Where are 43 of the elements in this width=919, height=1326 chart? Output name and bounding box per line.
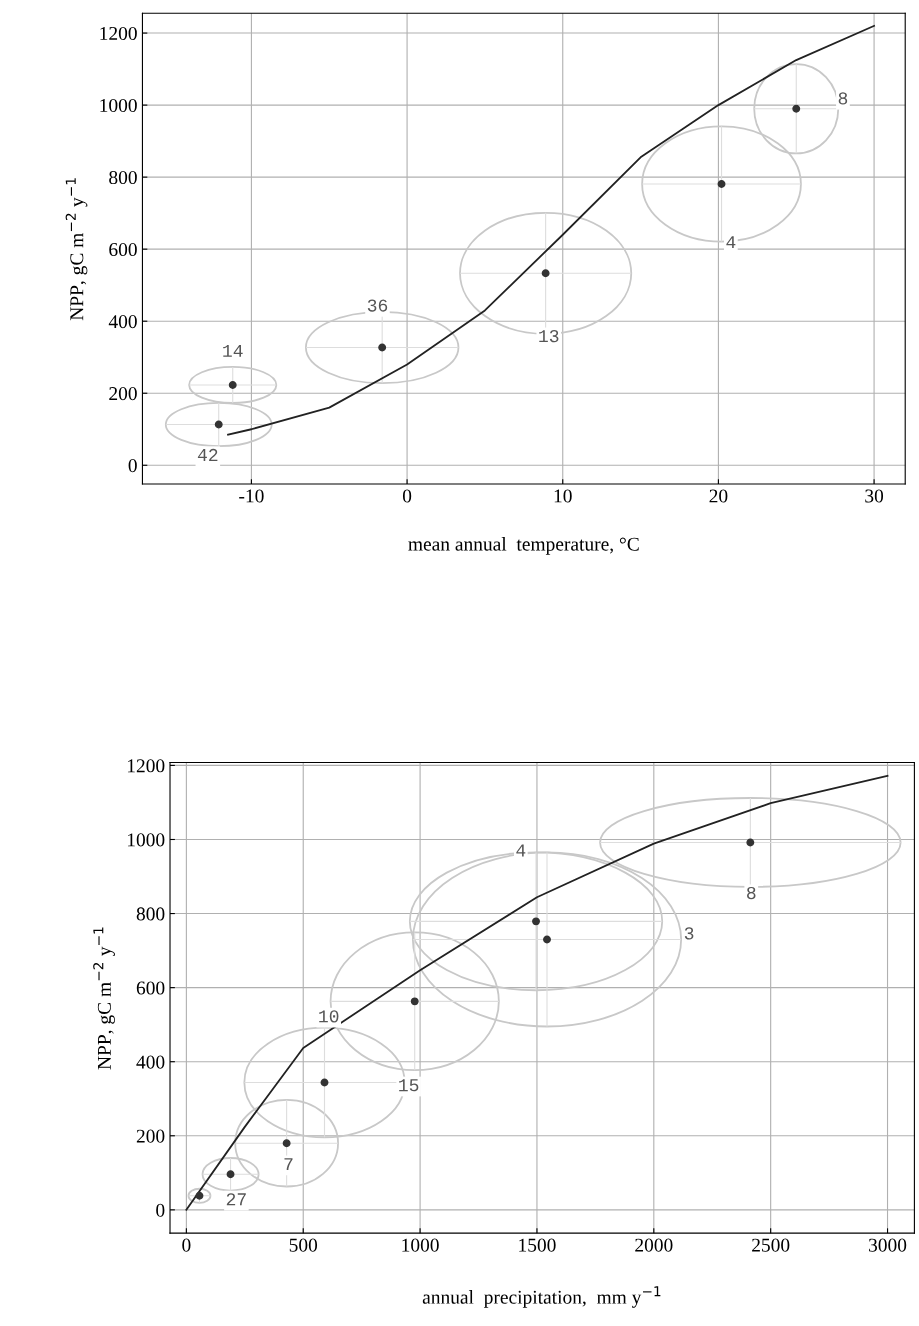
annotation: 15 [399, 1079, 419, 1092]
annotation: 3 [684, 927, 694, 940]
annotation: 4 [516, 844, 526, 857]
annotation: 8 [747, 886, 756, 900]
y-tick-label: 0 [156, 1203, 165, 1217]
annotation: 8 [838, 92, 848, 105]
annotation: 42 [197, 448, 218, 461]
annotation: 36 [367, 299, 388, 312]
y-tick-label: 0 [128, 459, 137, 473]
y-tick-label: 1200 [100, 26, 137, 41]
y-tick-label: 200 [109, 387, 137, 401]
x-tick-label: 30 [865, 489, 884, 503]
x-tick-label: 1000 [402, 1238, 439, 1252]
annotation: 4 [726, 236, 736, 249]
annotation: 7 [284, 1158, 293, 1171]
x-tick-label: 0 [182, 1238, 191, 1252]
y-tick-label: 600 [109, 242, 137, 257]
annotation: 14 [223, 344, 243, 357]
y-tick-label: 800 [109, 170, 137, 185]
y-tick-label: 1000 [100, 98, 137, 113]
x-axis-title: annual precipitation, mm y$^{−1}$ [422, 1286, 661, 1308]
y-tick-label: 1200 [127, 759, 165, 773]
x-tick-label: 3000 [869, 1238, 907, 1252]
x-tick-label: 1500 [519, 1238, 556, 1252]
x-axis-title: mean annual temperature, °C [408, 537, 639, 555]
y-tick-label: 400 [108, 315, 137, 329]
annotation: 13 [539, 330, 559, 343]
y-axis-title: NPP, gC m$^{−2}$ y$^{−1}$ [93, 927, 115, 1070]
x-tick-label: 20 [709, 489, 728, 503]
x-tick-label: -10 [239, 489, 264, 503]
x-tick-label: 10 [554, 489, 572, 503]
y-axis-title: NPP, gC m$^{−2}$ y$^{−1}$ [65, 178, 88, 321]
x-tick-label: 0 [402, 489, 412, 503]
annotation: 10 [319, 1010, 339, 1023]
x-tick-label: 500 [289, 1238, 318, 1252]
y-tick-label: 600 [136, 981, 165, 995]
x-tick-label: 2000 [635, 1238, 673, 1252]
x-tick-label: 2500 [752, 1238, 790, 1252]
y-tick-label: 200 [136, 1129, 165, 1143]
y-tick-label: 1000 [127, 833, 165, 847]
y-tick-label: 800 [136, 907, 165, 921]
annotation: 27 [226, 1193, 246, 1206]
y-tick-label: 400 [136, 1055, 165, 1069]
